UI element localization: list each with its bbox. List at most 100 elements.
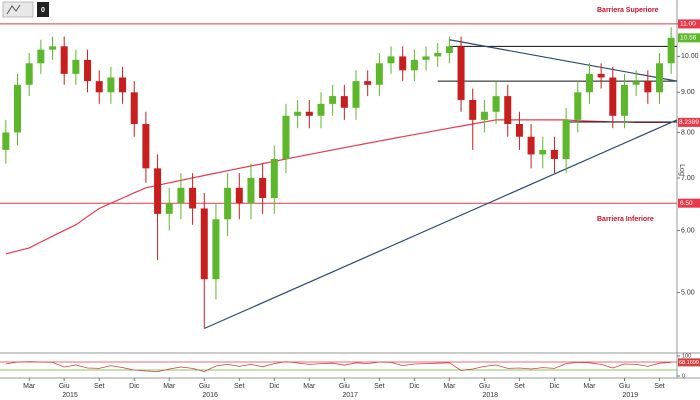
x-tick-label: Mar	[23, 383, 36, 390]
candle-body	[247, 177, 255, 204]
last-price: 10.56	[680, 35, 697, 42]
candle-body	[527, 136, 535, 155]
level-tag-bg	[678, 198, 700, 208]
candle-body	[445, 46, 453, 54]
candle-body	[364, 81, 372, 85]
level-tag-bg	[678, 19, 700, 29]
moving-average	[5, 119, 672, 255]
candle-body	[352, 81, 360, 108]
candle-body	[410, 59, 418, 71]
y-tick-label: 5.00	[681, 289, 695, 296]
candle-body	[294, 111, 302, 116]
candle-body	[60, 46, 68, 74]
candle-body	[212, 219, 220, 280]
year-label: 2015	[62, 392, 78, 399]
trendline	[204, 119, 678, 330]
x-tick-label: Mar	[163, 383, 176, 390]
oscillator-tag: 68.1699	[679, 360, 699, 366]
candle-body	[422, 56, 430, 60]
x-tick-label: Mar	[443, 383, 456, 390]
candle-body	[469, 99, 477, 120]
x-tick-label: Giu	[199, 383, 210, 390]
candle-body	[667, 37, 675, 64]
trendline	[449, 39, 678, 82]
candle-body	[37, 49, 45, 64]
candle-body	[72, 59, 80, 74]
year-label: 2018	[482, 392, 498, 399]
candle-body	[14, 84, 22, 133]
oscillator-tag-bg	[678, 358, 700, 367]
candle-body	[399, 56, 407, 71]
candle-body	[84, 59, 92, 82]
level-name: Barriera Superiore	[597, 7, 659, 14]
candle-body	[165, 203, 173, 214]
candle-body	[375, 63, 383, 85]
candle-body	[224, 187, 232, 220]
candle-body	[340, 96, 348, 108]
x-tick-label: Giu	[59, 383, 70, 390]
year-label: 2017	[342, 392, 358, 399]
x-tick-label: Giu	[479, 383, 490, 390]
candle-body	[49, 46, 57, 50]
candle-body	[597, 73, 605, 78]
x-tick-label: Giu	[619, 383, 630, 390]
candle-body	[515, 124, 523, 137]
candle-body	[504, 96, 512, 125]
x-tick-label: Set	[514, 383, 525, 390]
last-price-bg	[678, 33, 700, 43]
candle-body	[305, 111, 313, 116]
toolbar[interactable]: 0	[2, 1, 49, 18]
ma-tag: 8.2389	[679, 119, 699, 126]
x-tick-label: Dic	[409, 383, 420, 390]
candle-body	[142, 124, 150, 169]
x-tick-label: Set	[94, 383, 105, 390]
toolbar-icons[interactable]	[2, 1, 34, 18]
oscillator-tick-label: 0	[682, 373, 685, 379]
candle-body	[259, 177, 267, 198]
candle-body	[550, 149, 558, 160]
candle-body	[235, 187, 243, 204]
candle-body	[644, 81, 652, 93]
candle-body	[329, 96, 337, 104]
badge[interactable]: 0	[41, 7, 45, 14]
candle-body	[655, 63, 663, 93]
candle-body	[620, 84, 628, 116]
year-label: 2016	[202, 392, 218, 399]
y-tick-label: 10.00	[681, 53, 699, 60]
ma-tag-bg	[678, 117, 700, 127]
candle-body	[539, 149, 547, 155]
x-tick-label: Dic	[129, 383, 140, 390]
x-tick-label: Mar	[583, 383, 596, 390]
x-tick-label: Dic	[269, 383, 280, 390]
x-tick-label: Set	[374, 383, 385, 390]
x-tick-label: Set	[234, 383, 245, 390]
candle-body	[574, 92, 582, 120]
oscillator-tick-label: 100	[682, 353, 691, 359]
year-label: 2019	[623, 392, 639, 399]
candle-body	[270, 159, 278, 198]
candle-body	[130, 92, 138, 125]
candle-body	[107, 77, 115, 93]
candle-body	[457, 46, 465, 100]
x-tick-label: Set	[654, 383, 665, 390]
candle-body	[585, 73, 593, 93]
candle-body	[562, 119, 570, 160]
level-name: Barriera Inferiore	[597, 216, 654, 223]
candle-body	[434, 53, 442, 57]
candle-body	[387, 56, 395, 64]
candle-body	[492, 96, 500, 112]
candle-body	[177, 187, 185, 204]
candle-body	[200, 208, 208, 280]
y-tick-label: 6.00	[681, 227, 695, 234]
candle-body	[189, 187, 197, 209]
toolbar-icon[interactable]	[6, 4, 21, 15]
candle-body	[154, 168, 162, 214]
candle-body	[609, 77, 617, 116]
candle-body	[317, 103, 325, 116]
y-tick-label: 8.00	[681, 129, 695, 136]
y-tick-label: 9.00	[681, 89, 695, 96]
candle-body	[25, 63, 33, 85]
badge-box[interactable]	[37, 2, 49, 17]
candle-body	[119, 77, 127, 93]
